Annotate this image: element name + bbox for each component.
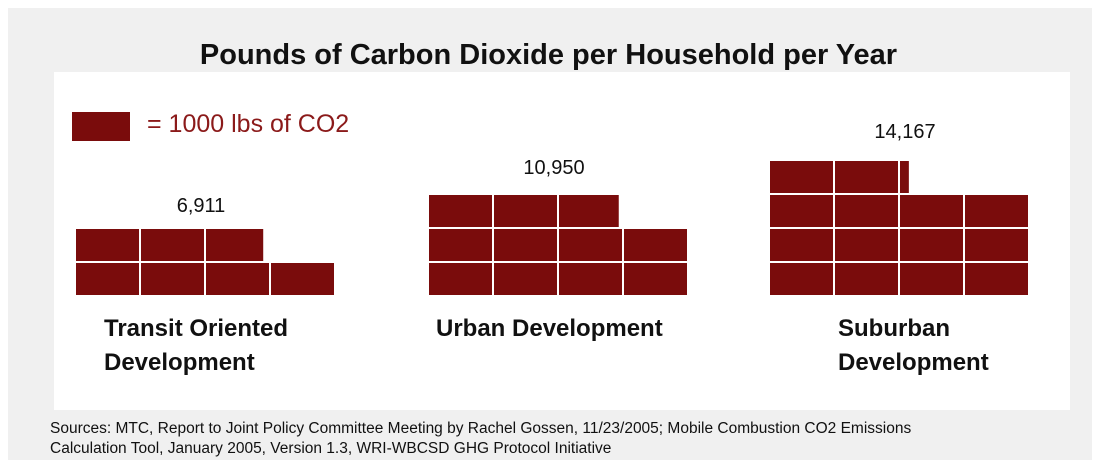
block-group [429, 195, 687, 295]
co2-block [835, 195, 898, 227]
co2-block [900, 161, 909, 193]
co2-block [770, 195, 833, 227]
co2-block [206, 229, 264, 261]
co2-block [76, 229, 139, 261]
co2-block [429, 229, 492, 261]
co2-block [900, 263, 963, 295]
co2-block [429, 263, 492, 295]
co2-block [770, 229, 833, 261]
source-line: Sources: MTC, Report to Joint Policy Com… [50, 420, 912, 437]
legend-label: = 1000 lbs of CO2 [147, 110, 350, 138]
co2-block [965, 229, 1028, 261]
value-label-transit: 6,911 [176, 195, 226, 217]
co2-block [494, 195, 557, 227]
co2-block [271, 263, 334, 295]
category-label-suburban: Suburban Development [838, 312, 989, 380]
co2-block [900, 229, 963, 261]
co2-block [429, 195, 492, 227]
legend-swatch [72, 112, 130, 141]
co2-block [559, 195, 619, 227]
block-group [76, 229, 334, 295]
co2-block [835, 161, 898, 193]
category-label-line: Development [838, 349, 989, 376]
co2-block [559, 263, 622, 295]
source-line: Calculation Tool, January 2005, Version … [50, 440, 612, 457]
co2-block [76, 263, 139, 295]
co2-block [624, 263, 687, 295]
co2-block [835, 263, 898, 295]
source-note: Sources: MTC, Report to Joint Policy Com… [50, 419, 1050, 459]
category-label-line: Suburban [838, 315, 950, 342]
co2-block [494, 263, 557, 295]
co2-block [770, 263, 833, 295]
category-label-transit: Transit Oriented Development [104, 312, 288, 380]
chart-title: Pounds of Carbon Dioxide per Household p… [199, 39, 898, 71]
category-label-urban: Urban Development [436, 312, 663, 346]
block-group [770, 161, 1028, 295]
co2-block [965, 263, 1028, 295]
value-label-suburban: 14,167 [874, 121, 936, 143]
co2-block [624, 229, 687, 261]
co2-block [141, 263, 204, 295]
category-label-line: Urban Development [436, 315, 663, 342]
co2-block [494, 229, 557, 261]
co2-block [141, 229, 204, 261]
category-label-line: Development [104, 349, 255, 376]
co2-block [965, 195, 1028, 227]
co2-block [559, 229, 622, 261]
co2-block [770, 161, 833, 193]
co2-block [835, 229, 898, 261]
category-label-line: Transit Oriented [104, 315, 289, 342]
co2-block [900, 195, 963, 227]
value-label-urban: 10,950 [523, 157, 585, 179]
co2-block [206, 263, 269, 295]
